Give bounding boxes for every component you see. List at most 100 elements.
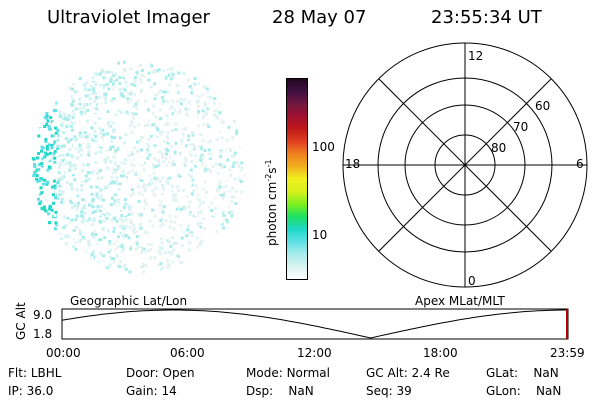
uv-image-pixel bbox=[145, 150, 149, 153]
uv-image-pixel bbox=[82, 149, 86, 153]
uv-image-pixel bbox=[176, 219, 179, 223]
uv-image-pixel bbox=[99, 209, 103, 213]
uv-image-pixel bbox=[52, 201, 55, 205]
uv-image-pixel bbox=[170, 263, 174, 266]
uv-image-pixel bbox=[199, 146, 203, 150]
uv-image-pixel bbox=[128, 105, 132, 109]
uv-image-pixel bbox=[69, 138, 73, 142]
uv-image-pixel bbox=[95, 172, 99, 175]
uv-image-pixel bbox=[165, 152, 168, 156]
uv-image-pixel bbox=[143, 199, 147, 202]
uv-image-pixel bbox=[185, 70, 189, 74]
uv-image-pixel bbox=[91, 245, 94, 249]
uv-image-pixel bbox=[216, 180, 219, 183]
uv-image-pixel bbox=[141, 155, 144, 159]
uv-image-pixel bbox=[100, 68, 104, 72]
uv-image-pixel bbox=[97, 103, 101, 107]
uv-image-pixel bbox=[136, 184, 140, 188]
uv-image-pixel bbox=[177, 205, 181, 209]
uv-image-pixel bbox=[87, 88, 91, 92]
uv-image-pixel bbox=[227, 184, 231, 188]
uv-image-pixel bbox=[170, 163, 174, 167]
uv-image-pixel bbox=[117, 99, 120, 103]
uv-image-pixel bbox=[110, 139, 114, 143]
uv-image-pixel bbox=[110, 175, 114, 179]
uv-image-pixel bbox=[89, 108, 93, 112]
uv-image-pixel bbox=[114, 175, 118, 179]
uv-image-pixel bbox=[53, 184, 57, 188]
uv-image-pixel bbox=[97, 72, 101, 76]
uv-image-pixel bbox=[75, 107, 79, 111]
uv-image-pixel bbox=[64, 242, 68, 246]
uv-image-pixel bbox=[113, 161, 117, 165]
uv-image-pixel bbox=[166, 130, 170, 134]
uv-image-pixel bbox=[128, 187, 131, 191]
uv-image-pixel bbox=[201, 203, 205, 207]
uv-image-pixel bbox=[70, 184, 74, 188]
uv-image-pixel bbox=[133, 197, 137, 200]
uv-image-pixel bbox=[45, 147, 49, 151]
uv-image-pixel bbox=[164, 147, 168, 151]
uv-image-pixel bbox=[58, 229, 61, 233]
uv-image-pixel bbox=[132, 223, 136, 227]
uv-image-pixel bbox=[223, 126, 226, 130]
uv-image-pixel bbox=[141, 138, 145, 142]
uv-image-pixel bbox=[122, 94, 125, 98]
uv-image-pixel bbox=[165, 114, 169, 118]
uv-image-pixel bbox=[72, 109, 75, 113]
uv-image-pixel bbox=[63, 171, 67, 175]
uv-image-pixel bbox=[40, 162, 44, 165]
uv-image-pixel bbox=[200, 239, 204, 243]
status-gain: Gain: 14 bbox=[126, 384, 177, 398]
uv-image-pixel bbox=[116, 147, 120, 151]
uv-image-pixel bbox=[117, 128, 120, 132]
uv-image-pixel bbox=[231, 123, 235, 127]
uv-image-pixel bbox=[147, 199, 151, 203]
uv-image-pixel bbox=[111, 196, 114, 200]
uv-image-pixel bbox=[154, 141, 158, 145]
uv-image-pixel bbox=[198, 242, 202, 246]
uv-image-pixel bbox=[96, 110, 100, 114]
uv-image-pixel bbox=[63, 97, 66, 101]
uv-image-pixel bbox=[211, 165, 215, 169]
uv-image-pixel bbox=[121, 233, 125, 236]
uv-image-pixel bbox=[123, 151, 127, 155]
uv-image-pixel bbox=[82, 125, 86, 129]
uv-image-pixel bbox=[128, 109, 132, 113]
uv-image-pixel bbox=[148, 259, 152, 263]
uv-image-pixel bbox=[85, 81, 88, 85]
uv-image-pixel bbox=[100, 194, 104, 198]
uv-image-pixel bbox=[215, 229, 219, 233]
uv-image-pixel bbox=[92, 235, 96, 239]
uv-image-pixel bbox=[62, 226, 66, 230]
uv-image-pixel bbox=[31, 156, 35, 160]
uv-image-pixel bbox=[191, 198, 195, 202]
uv-image-pixel bbox=[119, 136, 122, 140]
uv-image-pixel bbox=[147, 137, 151, 141]
uv-image-pixel bbox=[110, 259, 114, 263]
uv-image-pixel bbox=[33, 165, 37, 169]
uv-image-pixel bbox=[109, 145, 113, 149]
instrument-title: Ultraviolet Imager bbox=[47, 7, 210, 28]
uv-image-pixel bbox=[113, 237, 117, 241]
uv-image-pixel bbox=[182, 251, 186, 255]
uv-image-pixel bbox=[240, 180, 244, 183]
uv-image-pixel bbox=[104, 101, 108, 104]
uv-image-pixel bbox=[120, 249, 124, 253]
uv-image-pixel bbox=[129, 245, 133, 249]
uv-image-pixel bbox=[78, 239, 82, 242]
uv-image-pixel bbox=[220, 136, 224, 140]
uv-image-pixel bbox=[36, 179, 40, 183]
uv-image-pixel bbox=[79, 230, 83, 234]
uv-image-pixel bbox=[173, 153, 177, 157]
uv-image-pixel bbox=[180, 244, 184, 248]
uv-image-pixel bbox=[95, 185, 99, 189]
uv-image-pixel bbox=[194, 124, 198, 128]
uv-image-pixel bbox=[195, 101, 199, 104]
uv-image-pixel bbox=[130, 138, 134, 142]
uv-image-pixel bbox=[60, 105, 64, 108]
uv-image-pixel bbox=[151, 189, 155, 193]
uv-image-pixel bbox=[58, 125, 62, 129]
uv-image-pixel bbox=[169, 202, 173, 205]
uv-image-pixel bbox=[152, 136, 156, 140]
